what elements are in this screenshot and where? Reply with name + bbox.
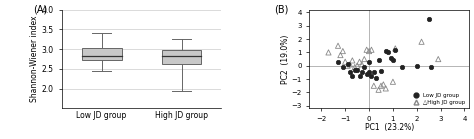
Point — [368, 49, 375, 51]
Point — [375, 89, 383, 91]
Point — [351, 66, 358, 68]
Point — [418, 41, 425, 43]
Point — [365, 71, 373, 74]
Point — [365, 61, 373, 63]
Point — [358, 71, 365, 74]
Point — [368, 75, 375, 78]
Point — [353, 65, 361, 67]
Point — [387, 57, 394, 59]
Point — [337, 54, 344, 56]
Point — [339, 66, 346, 68]
Point — [353, 69, 361, 71]
Point — [348, 75, 356, 78]
Point — [363, 49, 371, 51]
Point — [361, 58, 368, 60]
Point — [382, 87, 390, 90]
Point — [356, 75, 363, 78]
Point — [370, 85, 378, 87]
Point — [363, 73, 371, 75]
Y-axis label: Shannon-Wiener index: Shannon-Wiener index — [30, 16, 39, 102]
Bar — [82, 48, 121, 60]
Point — [334, 61, 342, 63]
Point — [339, 50, 346, 52]
Point — [389, 81, 397, 83]
Y-axis label: PC2  (19.0%): PC2 (19.0%) — [281, 34, 290, 84]
Point — [377, 85, 385, 87]
Point — [413, 65, 420, 67]
Point — [389, 59, 397, 62]
Point — [334, 45, 342, 47]
Point — [344, 63, 351, 65]
Point — [325, 51, 332, 54]
Point — [351, 69, 358, 71]
Point — [392, 47, 399, 49]
Point — [348, 59, 356, 62]
Point — [427, 66, 435, 68]
Point — [365, 50, 373, 52]
Point — [382, 50, 390, 52]
Bar — [162, 50, 201, 64]
Point — [399, 66, 406, 68]
Point — [435, 58, 442, 60]
Point — [373, 77, 380, 79]
Point — [346, 63, 354, 65]
Point — [425, 18, 432, 20]
Point — [377, 70, 385, 72]
Legend: Low JD group, △High JD group: Low JD group, △High JD group — [410, 92, 466, 106]
Point — [341, 61, 349, 63]
Point — [370, 71, 378, 74]
Point — [361, 66, 368, 68]
Point — [346, 71, 354, 74]
Point — [392, 49, 399, 51]
Point — [344, 65, 351, 67]
Point — [375, 59, 383, 62]
Point — [358, 63, 365, 65]
X-axis label: PC1  (23.2%): PC1 (23.2%) — [365, 123, 414, 132]
Point — [380, 83, 387, 85]
Point — [384, 51, 392, 54]
Text: (B): (B) — [274, 5, 289, 15]
Text: (A): (A) — [33, 5, 47, 15]
Point — [356, 61, 363, 63]
